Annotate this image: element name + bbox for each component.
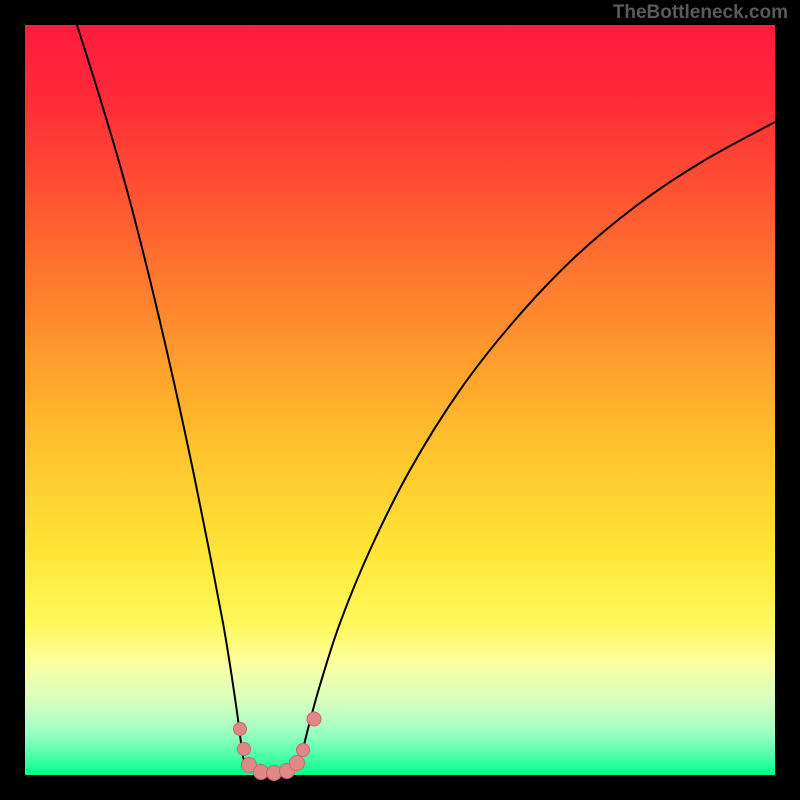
plot-area <box>25 25 775 775</box>
curve-marker <box>290 756 305 771</box>
curve-layer <box>25 25 775 775</box>
curve-marker <box>267 766 282 781</box>
curve-marker <box>234 723 247 736</box>
bottleneck-curve <box>77 25 775 773</box>
curve-marker <box>238 743 251 756</box>
curve-marker <box>297 744 310 757</box>
watermark-text: TheBottleneck.com <box>613 2 788 24</box>
curve-marker <box>307 712 321 726</box>
marker-group <box>234 712 322 781</box>
